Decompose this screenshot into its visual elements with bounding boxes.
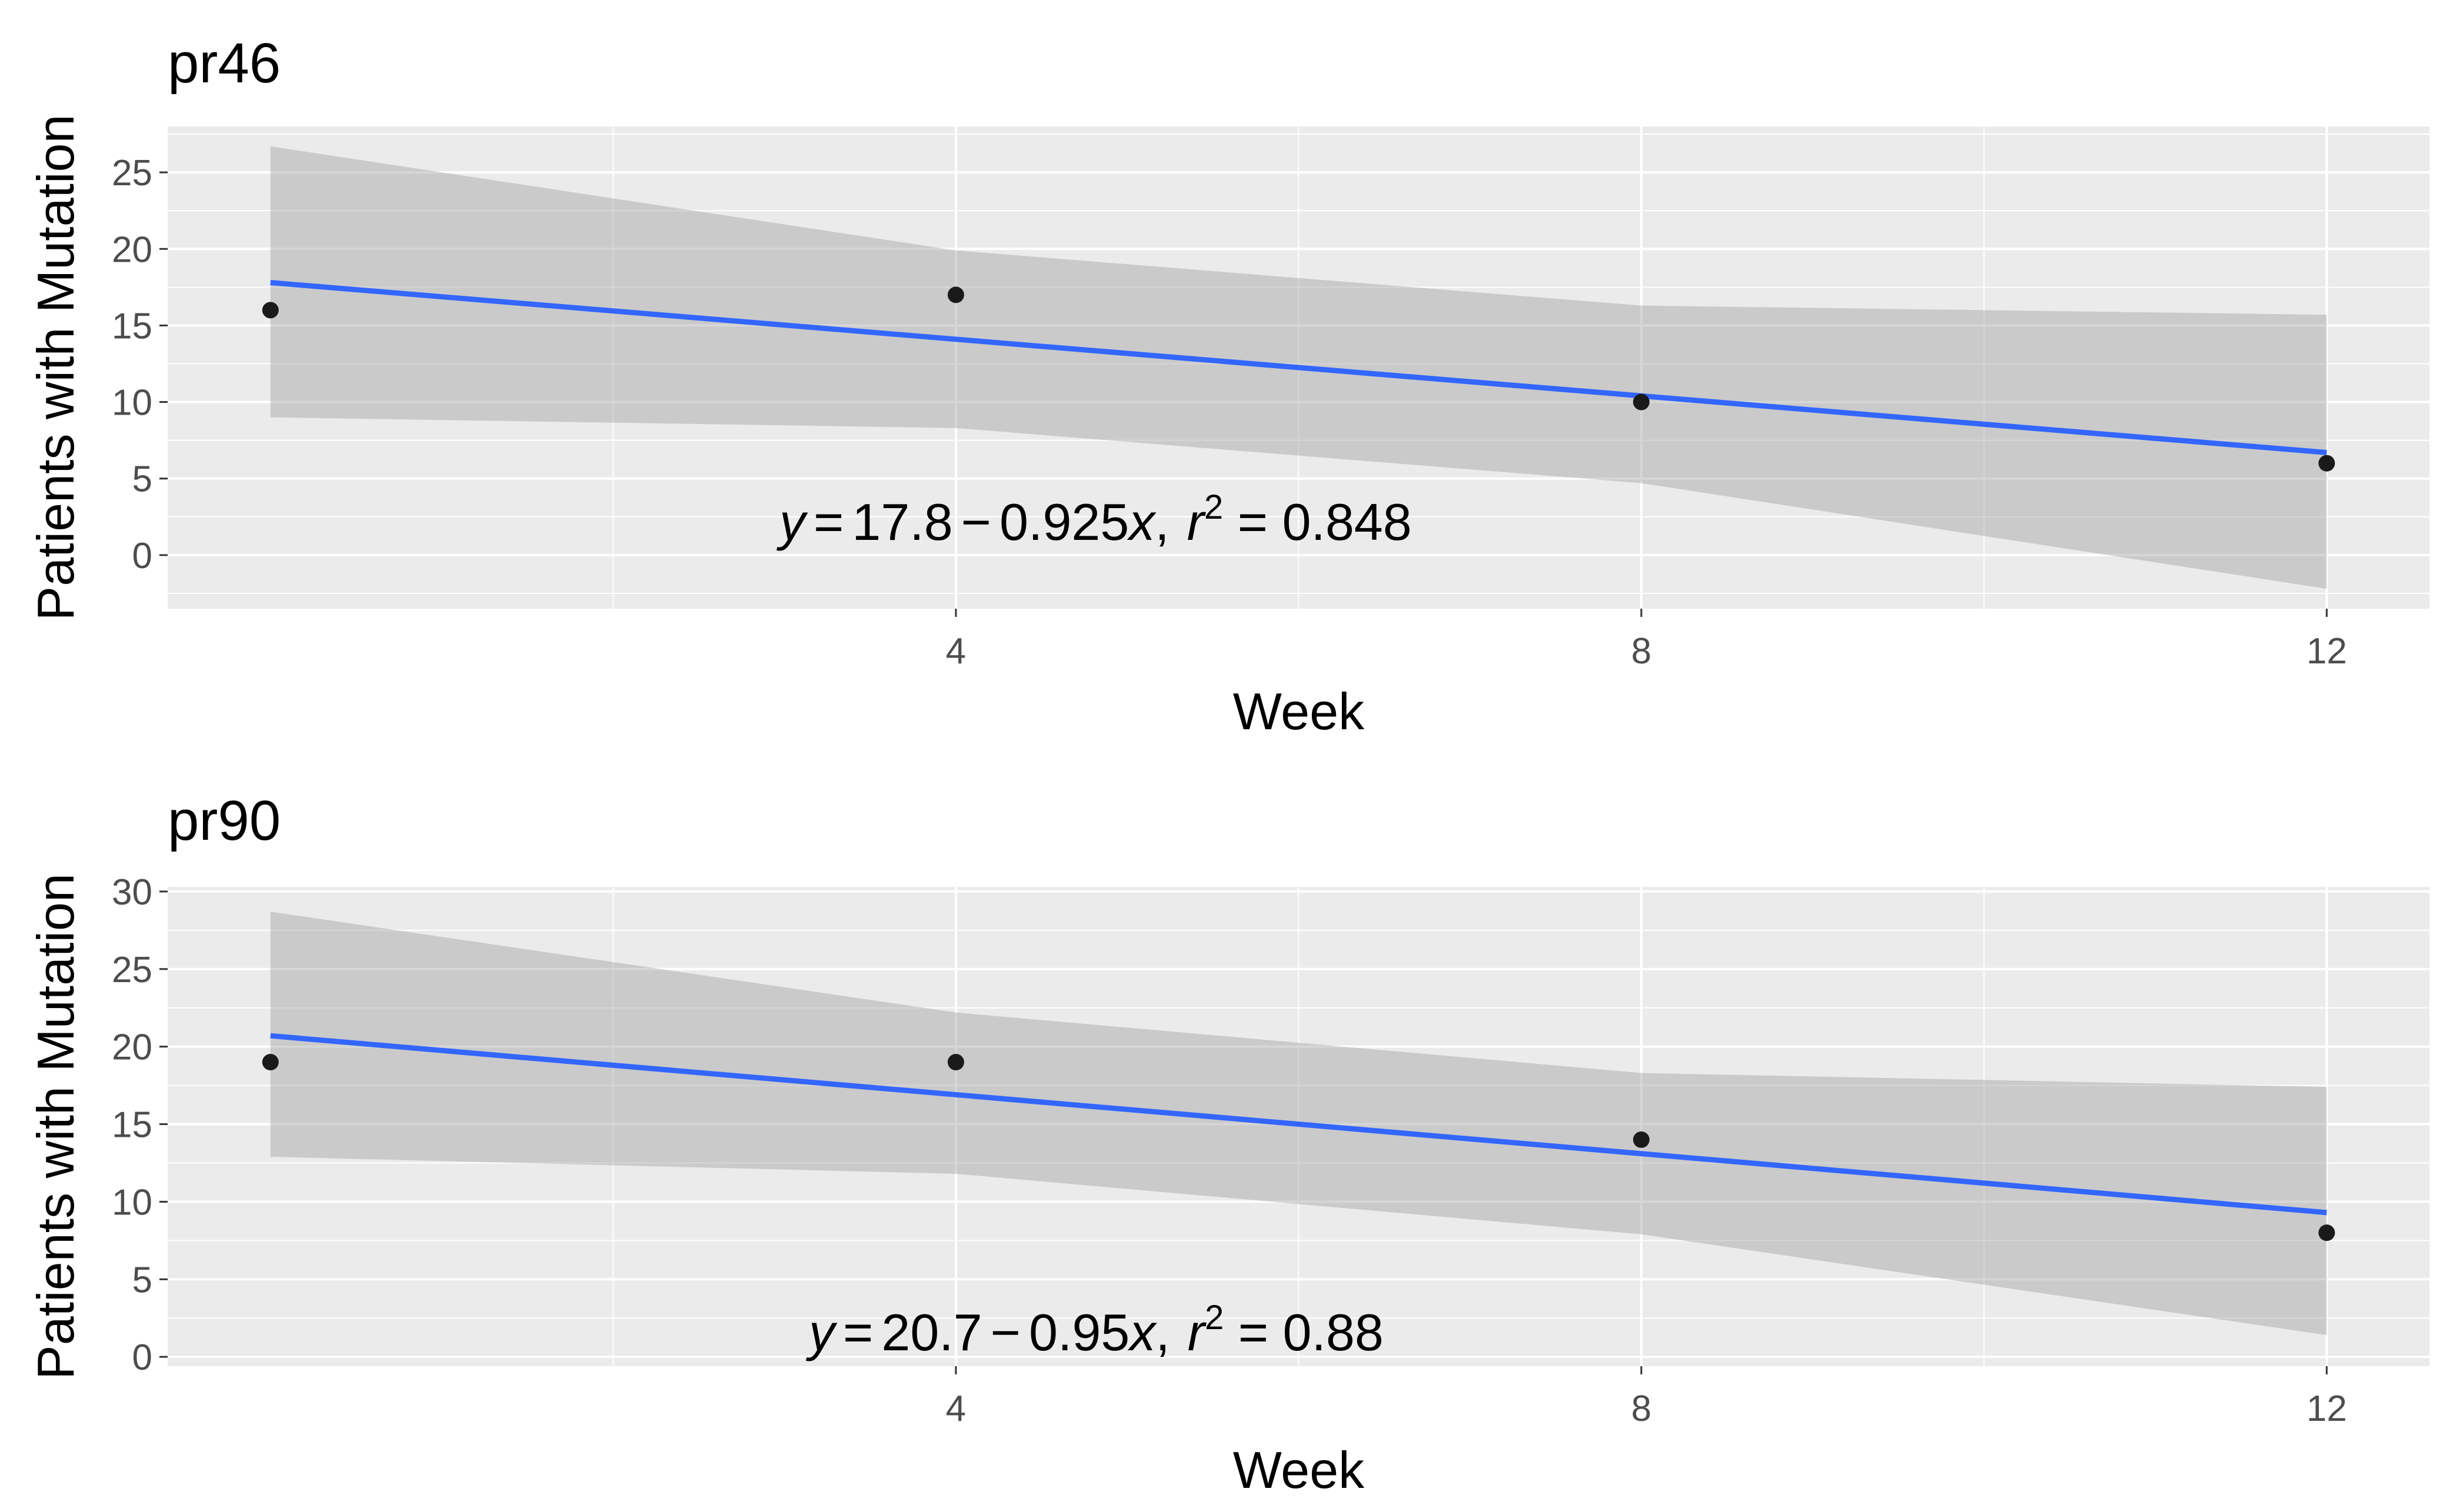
eq-intercept: 20.7 bbox=[881, 1303, 982, 1361]
eq-r2-value: = 0.88 bbox=[1224, 1303, 1384, 1361]
eq-y: y bbox=[806, 1303, 838, 1361]
panel-title: pr46 bbox=[168, 32, 281, 95]
data-point bbox=[262, 1054, 279, 1071]
x-tick-label: 8 bbox=[1631, 631, 1651, 672]
regression-line bbox=[270, 1033, 2327, 1216]
eq-r2-value: = 0.848 bbox=[1223, 493, 1412, 551]
data-point bbox=[947, 286, 964, 303]
x-axis-title: Week bbox=[1233, 682, 1365, 740]
y-tick-label: 0 bbox=[132, 536, 152, 576]
eq-r-exponent: 2 bbox=[1204, 488, 1223, 526]
y-tick-label: 5 bbox=[132, 459, 152, 500]
eq-y: y bbox=[777, 493, 808, 551]
y-tick-label: 30 bbox=[112, 872, 152, 913]
x-tick-label: 12 bbox=[2307, 631, 2347, 672]
chart-panel-pr90: 0 5 10 15 20 25 30 4 8 12 pr90 Week Patients with Mu… bbox=[26, 789, 2430, 1499]
data-point bbox=[1633, 1131, 1650, 1148]
regression-equation: y = 17.8−0.925x, r2 = 0.848 bbox=[777, 488, 1412, 551]
chart-panel-pr46: 0 5 10 15 20 25 4 8 12 pr46 Week Patients with Muta… bbox=[26, 32, 2430, 740]
eq-minus: − bbox=[991, 1303, 1021, 1361]
y-tick-label: 15 bbox=[112, 306, 152, 346]
data-point bbox=[2318, 1224, 2335, 1241]
eq-separator: , bbox=[1155, 493, 1169, 551]
x-tick-label: 12 bbox=[2307, 1388, 2347, 1429]
data-point bbox=[262, 302, 279, 319]
regression-line bbox=[270, 280, 2327, 455]
x-tick-label: 8 bbox=[1631, 1388, 1651, 1429]
y-tick-label: 15 bbox=[112, 1105, 152, 1146]
data-point bbox=[947, 1054, 964, 1071]
regression-equation: y = 20.7−0.95x, r2 = 0.88 bbox=[806, 1299, 1384, 1361]
eq-slope: 0.95 bbox=[1029, 1303, 1129, 1361]
eq-separator: , bbox=[1155, 1303, 1169, 1361]
eq-x: x bbox=[1127, 493, 1157, 551]
eq-r-exponent: 2 bbox=[1205, 1299, 1224, 1337]
eq-slope: 0.925 bbox=[999, 493, 1129, 551]
data-point bbox=[2318, 455, 2335, 472]
y-tick-label: 5 bbox=[132, 1260, 152, 1300]
eq-equals: = bbox=[814, 493, 844, 551]
y-axis-title: Patients with Mutation bbox=[26, 115, 85, 621]
eq-r: r bbox=[1187, 493, 1207, 551]
eq-intercept: 17.8 bbox=[852, 493, 952, 551]
y-tick-label: 10 bbox=[112, 1182, 152, 1223]
eq-equals: = bbox=[843, 1303, 873, 1361]
x-tick-label: 4 bbox=[946, 631, 966, 672]
y-tick-label: 20 bbox=[112, 1027, 152, 1068]
eq-minus: − bbox=[961, 493, 991, 551]
data-point bbox=[1633, 393, 1650, 410]
y-tick-label: 25 bbox=[112, 153, 152, 193]
y-tick-label: 0 bbox=[132, 1337, 152, 1378]
y-tick-label: 20 bbox=[112, 229, 152, 270]
y-axis-title: Patients with Mutation bbox=[26, 873, 85, 1380]
y-tick-label: 25 bbox=[112, 950, 152, 990]
eq-r: r bbox=[1188, 1303, 1207, 1361]
y-tick-label: 10 bbox=[112, 383, 152, 423]
x-tick-label: 4 bbox=[946, 1388, 966, 1429]
eq-x: x bbox=[1127, 1303, 1157, 1361]
x-axis-title: Week bbox=[1233, 1441, 1365, 1499]
panel-title: pr90 bbox=[168, 789, 281, 852]
